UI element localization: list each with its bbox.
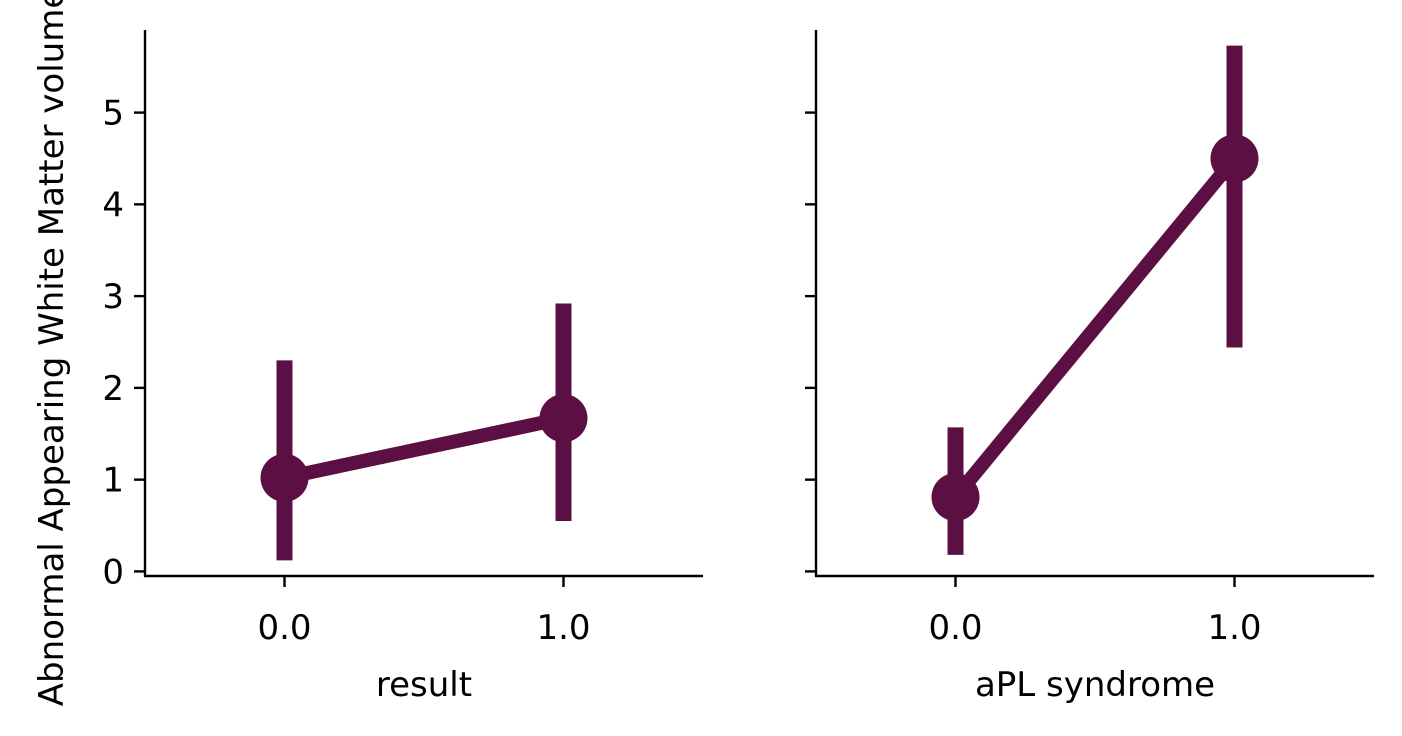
- series-line: [283, 411, 565, 485]
- y-tick-label: 0: [102, 552, 124, 592]
- x-tick-label: 0.0: [928, 608, 982, 648]
- x-axis-label: aPL syndrome: [975, 665, 1215, 705]
- x-tick-label: 1.0: [1207, 608, 1261, 648]
- x-tick-label: 0.0: [257, 608, 311, 648]
- data-point: [260, 453, 309, 502]
- y-axis-label: Abnormal Appearing White Matter volume: [32, 0, 72, 706]
- y-tick-label: 3: [102, 277, 124, 317]
- y-tick-label: 4: [102, 185, 124, 225]
- y-tick-label: 5: [102, 94, 124, 134]
- data-point: [931, 473, 980, 522]
- data-point: [539, 394, 588, 443]
- data-point: [1210, 134, 1259, 183]
- x-tick-label: 1.0: [536, 608, 590, 648]
- y-tick-label: 2: [102, 369, 124, 409]
- series-line: [950, 154, 1240, 502]
- y-tick-label: 1: [102, 461, 124, 501]
- x-axis-label: result: [376, 665, 472, 705]
